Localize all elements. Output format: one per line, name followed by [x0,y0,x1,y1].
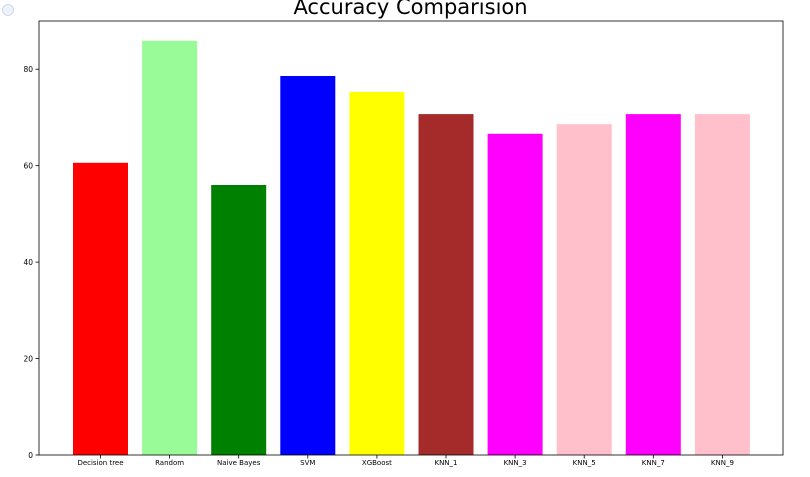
y-tick-label: 0 [28,451,33,460]
chart-title: Accuracy Comparision [293,0,528,19]
bar-knn-3 [487,133,543,456]
bar-knn-5 [556,124,612,455]
x-tick-label: XGBoost [362,459,392,467]
x-tick-label: KNN_7 [642,459,665,467]
bar-knn-7 [625,114,681,455]
y-tick-label: 20 [23,355,33,364]
bar-knn-1 [418,114,474,455]
x-tick-label: SVM [300,459,315,467]
bar-svm [280,76,336,455]
bar-xgboost [349,91,405,456]
x-tick-label: Naive Bayes [217,459,261,467]
corner-circle-icon [2,4,14,16]
x-tick-label: KNN_3 [504,459,527,467]
y-tick-label: 80 [23,65,33,74]
x-tick-label: KNN_9 [711,459,734,467]
x-tick-label: Decision tree [77,459,123,467]
x-tick-label: KNN_1 [434,459,457,467]
y-tick-label: 60 [23,162,33,171]
bar-naive-bayes [211,185,267,455]
y-tick-label: 40 [23,258,33,267]
bar-random [142,40,198,456]
x-tick-label: KNN_5 [573,459,596,467]
bar-decision-tree [73,162,128,456]
x-tick-label: Random [155,459,184,467]
plot-frame [38,20,784,456]
bar-knn-9 [694,114,750,455]
